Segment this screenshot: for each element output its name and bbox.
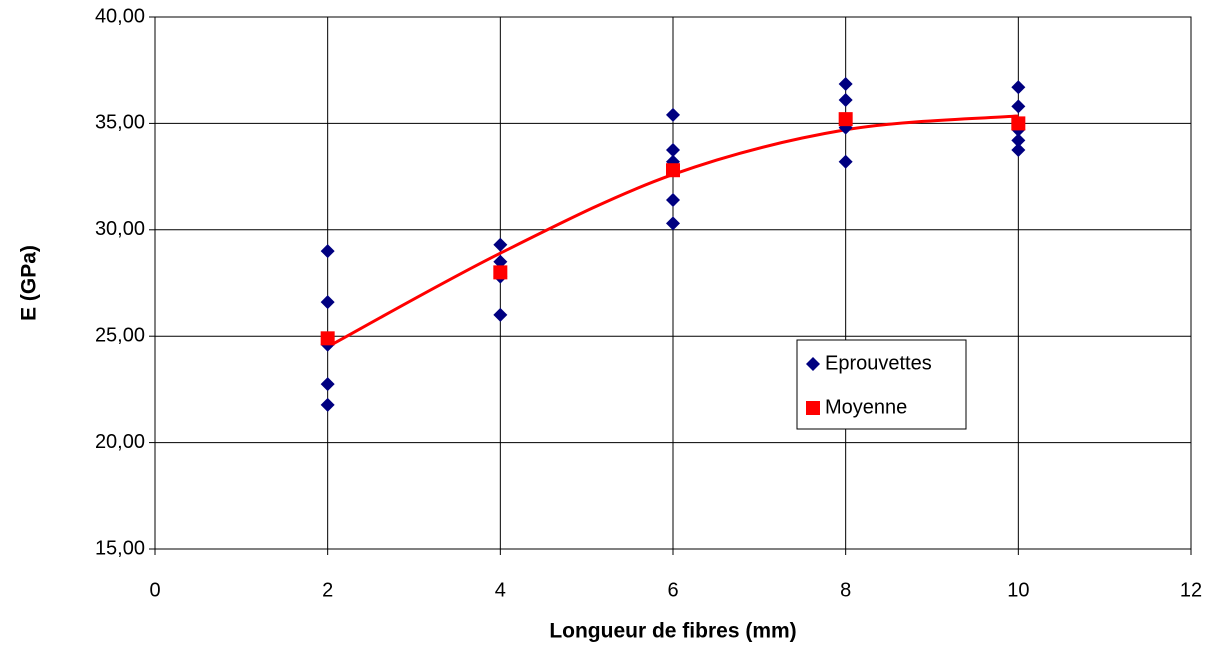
point: [666, 143, 680, 157]
x-tick-label: 0: [149, 579, 160, 601]
y-tick-label: 25,00: [95, 324, 145, 346]
point: [666, 163, 680, 178]
legend-box: [796, 339, 967, 430]
point: [666, 193, 680, 208]
point: [1011, 99, 1026, 114]
x-tick-label: 2: [322, 579, 333, 601]
point: [320, 331, 335, 346]
point: [1011, 133, 1026, 148]
legend-marker: [806, 401, 820, 415]
x-tick-label: 4: [495, 579, 506, 601]
y-tick-label: 15,00: [95, 537, 145, 559]
point: [838, 77, 853, 92]
x-axis-title: Longueur de fibres (mm): [549, 620, 796, 643]
point: [320, 397, 335, 412]
y-tick-label: 20,00: [95, 431, 145, 453]
point: [320, 377, 335, 392]
legend-label: Eprouvettes: [825, 352, 932, 374]
point: [493, 254, 508, 269]
point: [493, 237, 508, 252]
x-tick-label: 6: [667, 579, 678, 601]
x-tick-label: 12: [1180, 579, 1202, 601]
y-tick-label: 35,00: [95, 112, 145, 134]
point: [1011, 116, 1026, 131]
point: [838, 154, 853, 169]
x-tick-label: 8: [840, 579, 851, 601]
plot-border: [154, 16, 1192, 550]
point: [666, 107, 680, 122]
legend-marker: [806, 357, 820, 371]
y-tick-label: 40,00: [95, 5, 145, 27]
point: [493, 307, 508, 322]
x-tick-label: 10: [1007, 579, 1029, 601]
point: [838, 112, 853, 127]
point: [1011, 143, 1026, 157]
point: [320, 244, 335, 259]
point: [1011, 80, 1026, 95]
legend-label: Moyenne: [825, 396, 907, 418]
point: [493, 265, 508, 280]
point: [320, 295, 335, 310]
y-axis-title: E (GPa): [18, 245, 41, 321]
point: [838, 92, 853, 107]
point: [666, 216, 680, 231]
y-tick-label: 30,00: [95, 218, 145, 240]
